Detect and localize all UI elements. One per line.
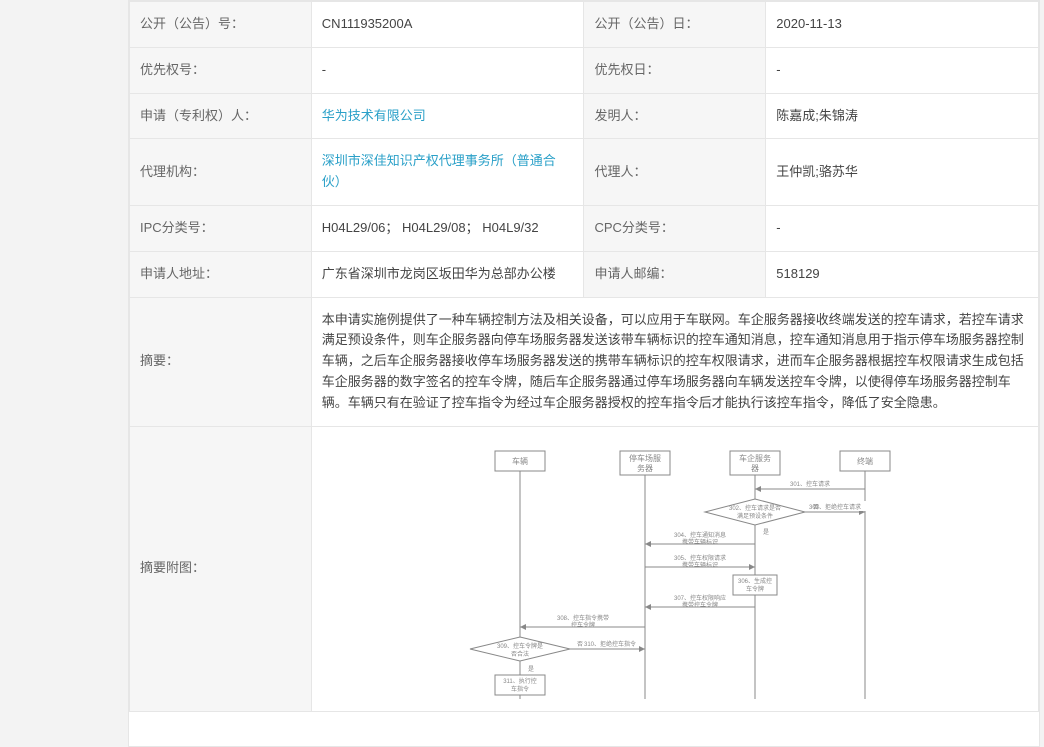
label-zip: 申请人邮编： xyxy=(584,251,766,297)
msg-307: 307、控车权限响应 携带控车令牌 xyxy=(645,594,755,610)
row-publication-no: 公开（公告）号： CN111935200A 公开（公告）日： 2020-11-1… xyxy=(130,2,1039,48)
svg-text:满足预设条件: 满足预设条件 xyxy=(737,512,773,520)
label-ipc: IPC分类号： xyxy=(130,205,312,251)
row-applicant: 申请（专利权）人： 华为技术有限公司 发明人： 陈嘉成;朱锦涛 xyxy=(130,93,1039,139)
label-abstract-fig: 摘要附图： xyxy=(130,426,312,711)
step-306: 306、生成控 车令牌 xyxy=(733,575,777,595)
label-abstract: 摘要： xyxy=(130,297,312,426)
row-abstract: 摘要： 本申请实施例提供了一种车辆控制方法及相关设备，可以应用于车联网。车企服务… xyxy=(130,297,1039,426)
value-agency: 深圳市深佳知识产权代理事务所（普通合伙） xyxy=(311,139,584,206)
sequence-diagram: 车辆 停车场服 务器 车企服务 器 xyxy=(322,439,1028,699)
msg-308: 308、控车指令携带 控车令牌 xyxy=(520,614,645,630)
value-ipc: H04L29/06； H04L29/08； H04L9/32 xyxy=(311,205,584,251)
label-inventor: 发明人： xyxy=(584,93,766,139)
lane-parking-server: 停车场服 务器 xyxy=(620,451,670,699)
svg-text:303、拒绝控车请求: 303、拒绝控车请求 xyxy=(809,503,861,511)
label-pub-no: 公开（公告）号： xyxy=(130,2,312,48)
label-priority-date: 优先权日： xyxy=(584,47,766,93)
value-inventor: 陈嘉成;朱锦涛 xyxy=(766,93,1039,139)
svg-text:停车场服: 停车场服 xyxy=(629,453,661,463)
value-priority-no: - xyxy=(311,47,584,93)
row-abstract-figure: 摘要附图： 车辆 停车场服 务器 xyxy=(130,426,1039,711)
svg-text:器: 器 xyxy=(751,464,759,473)
value-pub-date: 2020-11-13 xyxy=(766,2,1039,48)
row-priority: 优先权号： - 优先权日： - xyxy=(130,47,1039,93)
value-abstract: 本申请实施例提供了一种车辆控制方法及相关设备，可以应用于车联网。车企服务器接收终… xyxy=(311,297,1038,426)
agency-link[interactable]: 深圳市深佳知识产权代理事务所（普通合伙） xyxy=(322,153,556,189)
svg-text:车指令: 车指令 xyxy=(511,685,529,693)
svg-text:终端: 终端 xyxy=(857,456,873,466)
applicant-link[interactable]: 华为技术有限公司 xyxy=(322,108,426,123)
value-zip: 518129 xyxy=(766,251,1039,297)
label-cpc: CPC分类号： xyxy=(584,205,766,251)
value-applicant: 华为技术有限公司 xyxy=(311,93,584,139)
svg-text:308、控车指令携带: 308、控车指令携带 xyxy=(557,614,609,622)
step-311: 311、执行控 车指令 xyxy=(495,675,545,695)
msg-301: 301、控车请求 xyxy=(755,480,865,492)
value-abstract-fig: 车辆 停车场服 务器 车企服务 器 xyxy=(311,426,1038,711)
svg-text:控车令牌: 控车令牌 xyxy=(571,621,595,629)
svg-text:307、控车权限响应: 307、控车权限响应 xyxy=(674,594,726,602)
svg-text:车企服务: 车企服务 xyxy=(739,453,771,463)
patent-detail-panel: 公开（公告）号： CN111935200A 公开（公告）日： 2020-11-1… xyxy=(128,0,1040,747)
diagram-svg: 车辆 停车场服 务器 车企服务 器 xyxy=(395,449,955,699)
lane-vehicle: 车辆 xyxy=(495,451,545,699)
svg-text:305、控车权限请求: 305、控车权限请求 xyxy=(674,554,726,562)
svg-text:302、控车请求是否: 302、控车请求是否 xyxy=(729,504,781,512)
svg-text:310、拒绝控车指令: 310、拒绝控车指令 xyxy=(584,640,636,648)
svg-text:车令牌: 车令牌 xyxy=(746,585,764,593)
decision-309: 309、控车令牌是 否合法 xyxy=(470,637,570,661)
msg-303: 否 303、拒绝控车请求 xyxy=(805,501,903,515)
label-applicant: 申请（专利权）人： xyxy=(130,93,312,139)
label-yes-2: 是 xyxy=(528,666,534,673)
svg-text:301、控车请求: 301、控车请求 xyxy=(790,480,830,488)
svg-text:306、生成控: 306、生成控 xyxy=(738,577,772,585)
svg-text:携带车辆标识: 携带车辆标识 xyxy=(682,538,718,546)
svg-text:携带车辆标识: 携带车辆标识 xyxy=(682,561,718,569)
svg-text:否: 否 xyxy=(577,641,583,648)
lane-terminal: 终端 xyxy=(840,451,890,699)
label-address: 申请人地址： xyxy=(130,251,312,297)
svg-text:务器: 务器 xyxy=(637,463,653,473)
value-address: 广东省深圳市龙岗区坂田华为总部办公楼 xyxy=(311,251,584,297)
msg-305: 305、控车权限请求 携带车辆标识 xyxy=(645,554,755,570)
msg-310: 否 310、拒绝控车指令 xyxy=(570,640,645,652)
label-agency: 代理机构： xyxy=(130,139,312,206)
msg-304: 304、控车通知消息 携带车辆标识 xyxy=(645,531,755,547)
value-agent: 王仲凯;骆苏华 xyxy=(766,139,1039,206)
svg-text:车辆: 车辆 xyxy=(512,456,528,466)
value-pub-no: CN111935200A xyxy=(311,2,584,48)
svg-text:309、控车令牌是: 309、控车令牌是 xyxy=(497,642,543,650)
row-ipc: IPC分类号： H04L29/06； H04L29/08； H04L9/32 C… xyxy=(130,205,1039,251)
decision-302: 302、控车请求是否 满足预设条件 xyxy=(705,499,805,525)
label-pub-date: 公开（公告）日： xyxy=(584,2,766,48)
row-agency: 代理机构： 深圳市深佳知识产权代理事务所（普通合伙） 代理人： 王仲凯;骆苏华 xyxy=(130,139,1039,206)
svg-text:304、控车通知消息: 304、控车通知消息 xyxy=(674,531,726,539)
value-cpc: - xyxy=(766,205,1039,251)
label-yes-1: 是 xyxy=(763,529,769,536)
label-priority-no: 优先权号： xyxy=(130,47,312,93)
svg-text:否合法: 否合法 xyxy=(511,650,529,658)
svg-text:携带控车令牌: 携带控车令牌 xyxy=(682,601,718,609)
value-priority-date: - xyxy=(766,47,1039,93)
row-address: 申请人地址： 广东省深圳市龙岗区坂田华为总部办公楼 申请人邮编： 518129 xyxy=(130,251,1039,297)
label-agent: 代理人： xyxy=(584,139,766,206)
svg-text:311、执行控: 311、执行控 xyxy=(503,677,537,685)
patent-info-table: 公开（公告）号： CN111935200A 公开（公告）日： 2020-11-1… xyxy=(129,1,1039,712)
